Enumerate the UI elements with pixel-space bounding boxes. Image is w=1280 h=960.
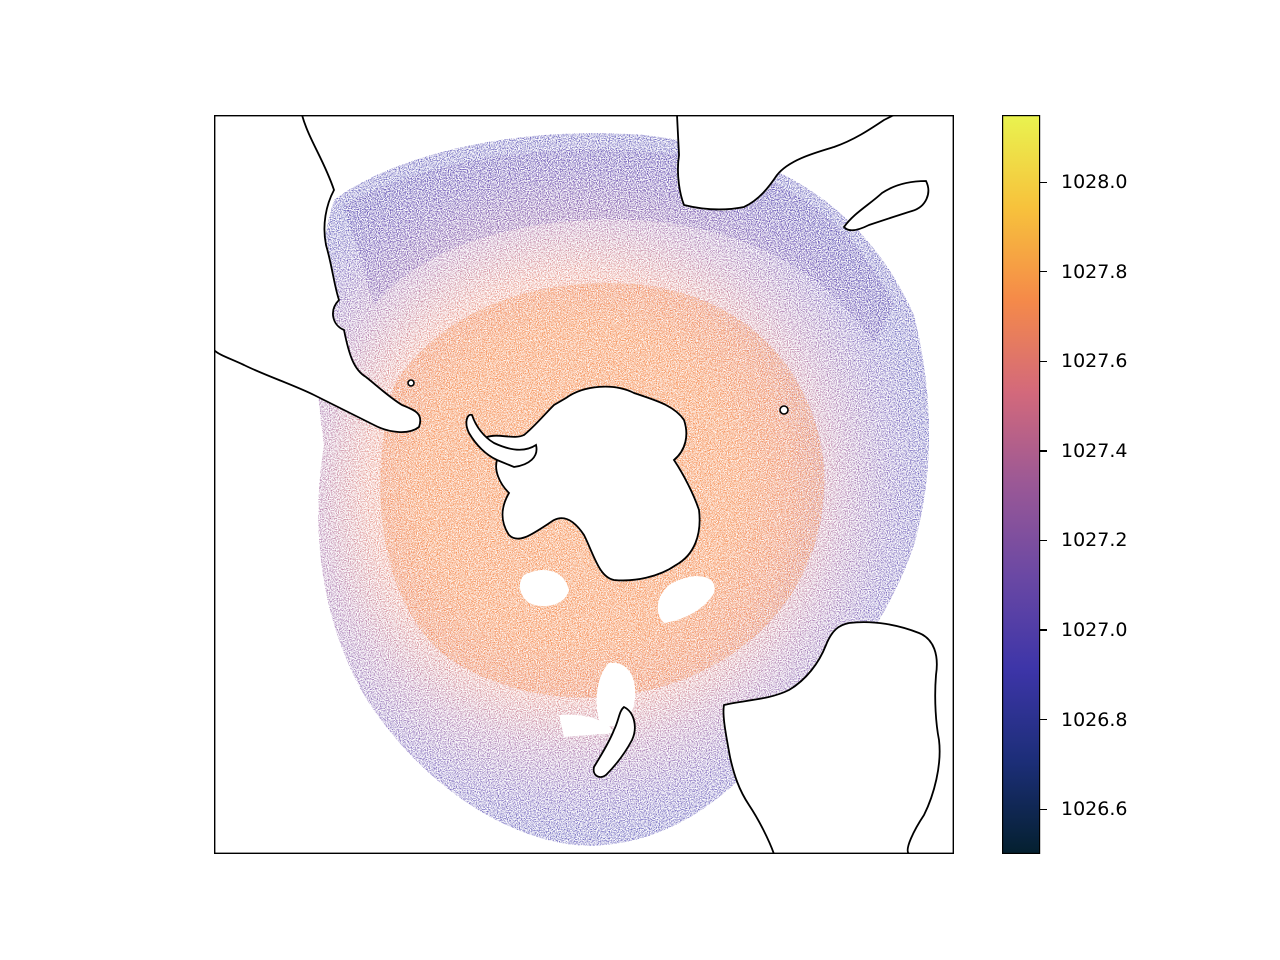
density-field	[214, 115, 941, 854]
colorbar-tick-mark	[1040, 181, 1047, 183]
colorbar-tick-mark	[1040, 629, 1047, 631]
africa-coast	[676, 115, 895, 211]
colorbar-tick-mark	[1040, 539, 1047, 542]
kerguelen-island	[779, 405, 789, 415]
australia-coast	[722, 621, 941, 854]
falkland-island	[407, 379, 415, 387]
field-gap-4	[559, 714, 614, 737]
madagascar-coast	[842, 180, 930, 232]
field-gap-2	[657, 576, 715, 623]
map-axes	[214, 115, 954, 854]
colorbar-tick-label: 1027.8	[1061, 260, 1128, 283]
colorbar-tick-mark	[1040, 271, 1047, 273]
colorbar-tick-mark	[1040, 719, 1047, 721]
colorbar-tick-label: 1026.8	[1061, 708, 1128, 731]
colorbar-tick-mark	[1040, 808, 1047, 810]
map-frame	[214, 115, 954, 854]
colorbar-gradient	[1002, 115, 1040, 854]
colorbar-tick-mark	[1040, 450, 1047, 452]
colorbar-tick-label: 1027.6	[1061, 350, 1128, 373]
antarctic-peninsula	[465, 413, 538, 468]
colorbar-tick-label: 1027.0	[1061, 619, 1128, 642]
field-gap-1	[519, 570, 569, 607]
colorbar-frame	[1002, 115, 1041, 854]
colorbar-tick-label: 1028.0	[1061, 171, 1128, 194]
new-zealand-coast	[592, 705, 636, 778]
colorbar-tick-label: 1027.2	[1061, 529, 1128, 552]
colorbar-tick-mark	[1040, 360, 1047, 363]
colorbar-tick-label: 1027.4	[1061, 439, 1128, 462]
colorbar-tick-label: 1026.6	[1061, 798, 1128, 821]
colorbar	[1002, 115, 1041, 854]
south-america-coast	[214, 115, 422, 433]
